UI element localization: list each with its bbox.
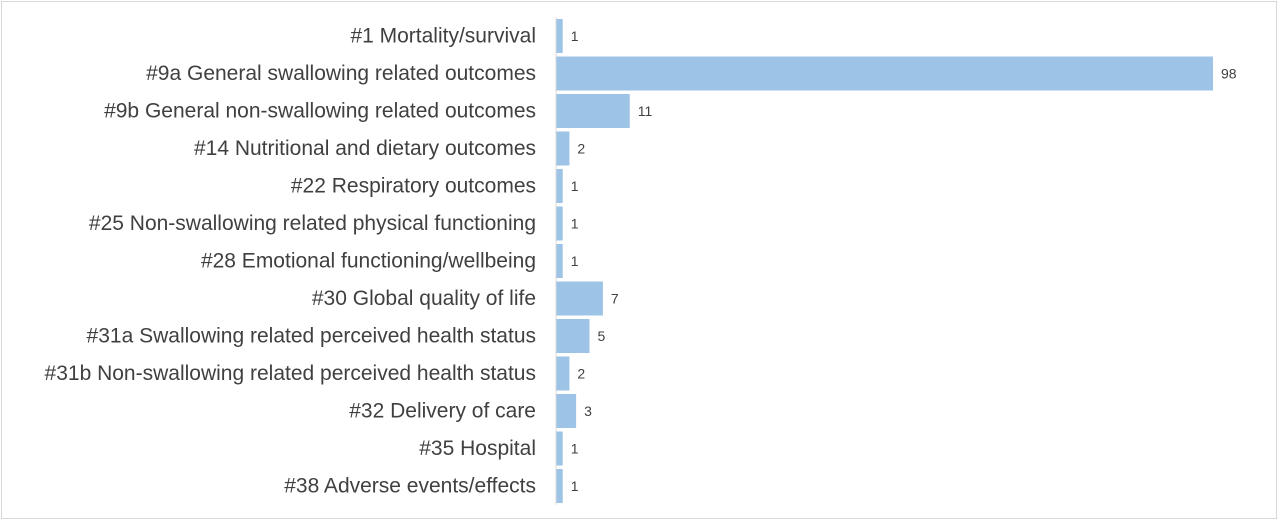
category-label-6: #28 Emotional functioning/wellbeing <box>201 250 536 273</box>
category-label-1: #9a General swallowing related outcomes <box>146 62 536 85</box>
bar-1 <box>556 56 1213 91</box>
category-label-11: #35 Hospital <box>419 437 536 460</box>
bar-8 <box>556 319 590 353</box>
data-label-7: 7 <box>611 291 619 307</box>
data-label-0: 1 <box>571 28 579 44</box>
category-label-3: #14 Nutritional and dietary outcomes <box>194 137 536 160</box>
category-label-9: #31b Non-swallowing related perceived he… <box>45 362 536 385</box>
category-label-2: #9b General non-swallowing related outco… <box>104 100 536 123</box>
bar-5 <box>556 206 563 241</box>
bar-2 <box>556 94 630 128</box>
data-label-4: 1 <box>571 178 579 194</box>
bar-11 <box>556 431 563 466</box>
category-label-7: #30 Global quality of life <box>312 287 536 310</box>
data-label-3: 2 <box>577 141 585 157</box>
category-label-4: #22 Respiratory outcomes <box>291 175 536 198</box>
bar-7 <box>556 281 603 316</box>
data-label-9: 2 <box>577 366 585 382</box>
bar-3 <box>556 131 570 166</box>
data-label-6: 1 <box>571 253 579 269</box>
bar-12 <box>556 469 563 503</box>
bar-9 <box>556 356 570 391</box>
category-label-0: #1 Mortality/survival <box>350 25 536 48</box>
bars <box>556 19 1213 503</box>
bar-10 <box>556 394 577 428</box>
bar-4 <box>556 169 563 203</box>
bar-0 <box>556 19 563 53</box>
data-label-12: 1 <box>571 478 579 494</box>
data-label-11: 1 <box>571 441 579 457</box>
data-label-2: 11 <box>638 103 653 119</box>
category-label-10: #32 Delivery of care <box>349 400 536 423</box>
data-label-10: 3 <box>584 403 592 419</box>
data-label-8: 5 <box>598 328 606 344</box>
category-label-5: #25 Non-swallowing related physical func… <box>89 212 536 235</box>
bar-6 <box>556 244 563 278</box>
data-label-1: 98 <box>1221 66 1237 82</box>
category-labels: #1 Mortality/survival #9a General swallow… <box>45 25 536 498</box>
category-label-8: #31a Swallowing related perceived health… <box>87 325 536 348</box>
data-label-5: 1 <box>571 216 579 232</box>
category-label-12: #38 Adverse events/effects <box>284 475 536 498</box>
